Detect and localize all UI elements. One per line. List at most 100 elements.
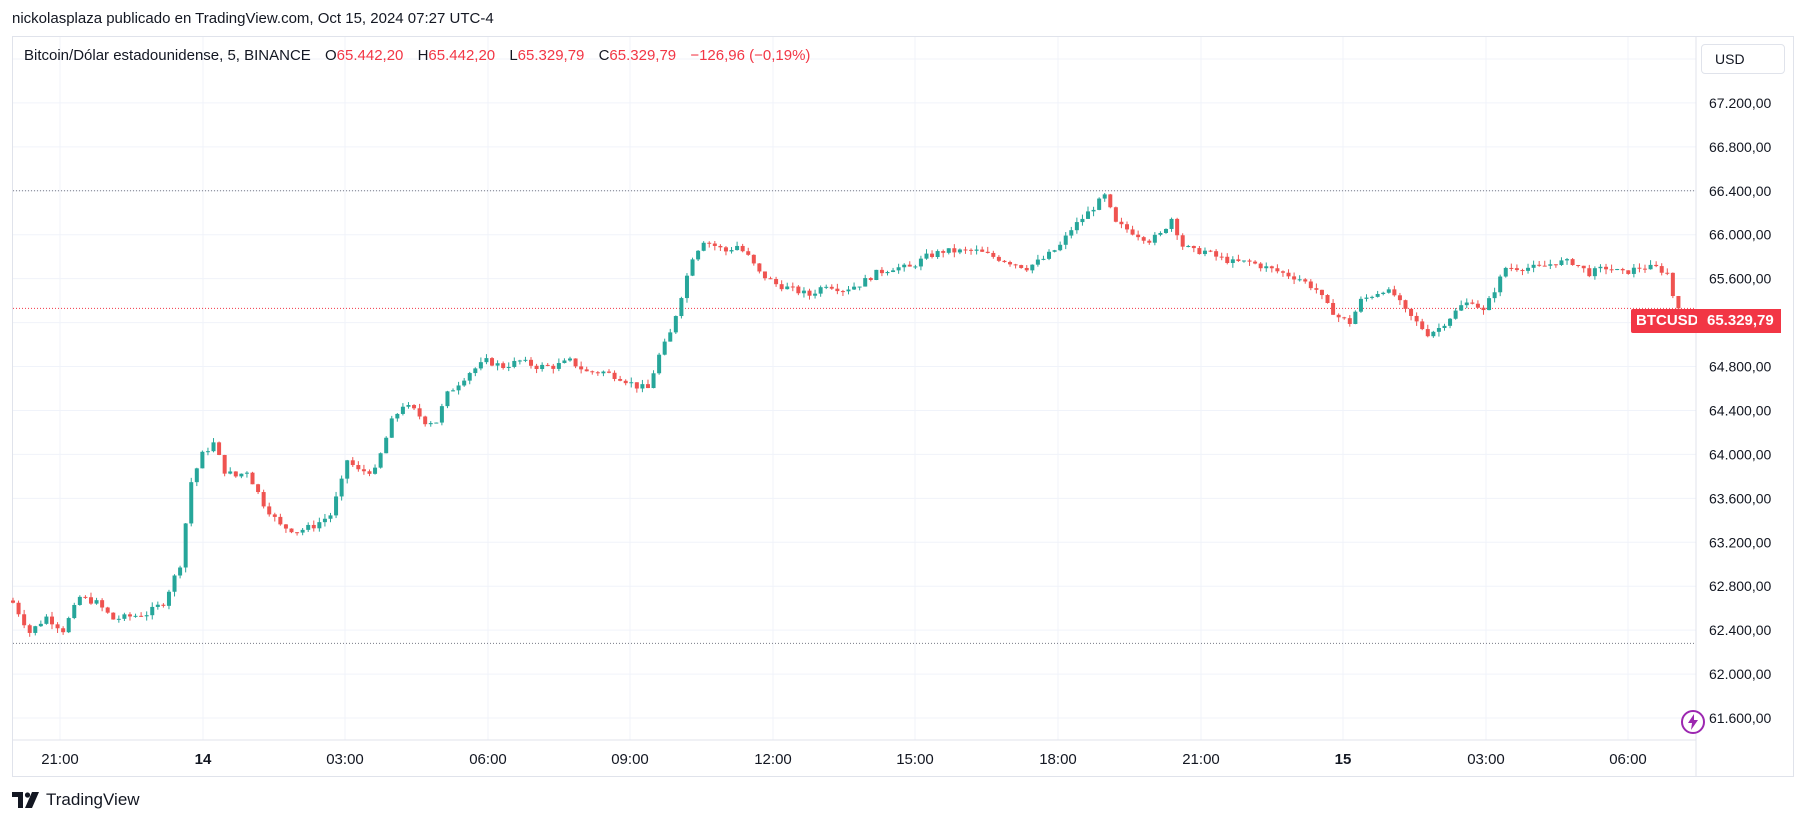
- candle-body: [1086, 211, 1091, 219]
- candle-body: [267, 506, 272, 515]
- candle-body: [116, 618, 121, 620]
- tradingview-logo-icon[interactable]: [12, 792, 40, 808]
- candle-body: [83, 596, 88, 598]
- candle-body: [857, 286, 862, 288]
- candle-body: [239, 473, 244, 477]
- y-tick-label: 67.200,00: [1709, 95, 1771, 111]
- candle-body: [367, 471, 372, 474]
- currency-button[interactable]: USD: [1701, 44, 1785, 74]
- candle-body: [1241, 260, 1246, 262]
- candle-body: [139, 615, 144, 617]
- candle-body: [467, 373, 472, 381]
- candle-body: [439, 406, 444, 423]
- candle-body: [462, 380, 467, 386]
- candle-body: [690, 259, 695, 276]
- candle-body: [1459, 305, 1464, 311]
- candle-body: [1058, 244, 1063, 251]
- candle-body: [1475, 303, 1480, 308]
- candle-body: [1576, 265, 1581, 267]
- candle-body: [300, 529, 305, 533]
- candle-body: [1626, 270, 1631, 274]
- candle-body: [1464, 302, 1469, 306]
- candle-body: [356, 465, 361, 470]
- candle-body: [545, 364, 550, 366]
- candle-body: [762, 271, 767, 279]
- legend-high-key: H: [417, 47, 429, 64]
- candle-body: [38, 623, 43, 627]
- candle-body: [991, 252, 996, 257]
- candle-body: [1481, 307, 1486, 311]
- candle-body: [484, 358, 489, 363]
- candle-body: [1258, 263, 1263, 269]
- candle-body: [1509, 267, 1514, 269]
- candle-body: [361, 469, 366, 472]
- candle-body: [1314, 288, 1319, 290]
- x-tick-label: 15:00: [896, 751, 934, 768]
- candle-body: [105, 607, 110, 613]
- candle-body: [322, 518, 327, 523]
- footer-brand[interactable]: TradingView: [46, 790, 140, 809]
- candle-body: [996, 256, 1001, 261]
- candle-body: [55, 624, 60, 629]
- candle-body: [1581, 265, 1586, 269]
- candle-body: [924, 253, 929, 259]
- candle-body: [317, 522, 322, 529]
- candle-body: [1548, 264, 1553, 266]
- candle-body: [1370, 296, 1375, 298]
- candle-body: [757, 263, 762, 272]
- bolt-icon[interactable]: [1680, 709, 1706, 735]
- candle-body: [952, 248, 957, 253]
- candle-body: [1002, 260, 1007, 263]
- candle-body: [1264, 266, 1269, 269]
- candle-body: [1225, 256, 1230, 263]
- candle-body: [1643, 268, 1648, 270]
- candle-body: [1336, 314, 1341, 318]
- candle-body: [584, 369, 589, 372]
- candle-body: [395, 413, 400, 419]
- candle-body: [328, 515, 333, 519]
- candle-body: [918, 258, 923, 267]
- candle-body: [389, 418, 394, 438]
- candle-body: [540, 364, 545, 370]
- candle-body: [111, 612, 116, 620]
- candle-body: [22, 614, 27, 626]
- candle-body: [606, 371, 611, 373]
- candle-body: [183, 523, 188, 568]
- candle-body: [1631, 267, 1636, 274]
- candle-body: [907, 264, 912, 267]
- legend-symbol[interactable]: Bitcoin/Dólar estadounidense, 5, BINANCE: [24, 47, 311, 64]
- candle-body: [534, 365, 539, 370]
- y-tick-label: 66.800,00: [1709, 139, 1771, 155]
- candle-body: [529, 359, 534, 366]
- candle-body: [1654, 264, 1659, 267]
- candle-body: [1392, 289, 1397, 296]
- candle-body: [289, 528, 294, 533]
- candle-body: [222, 454, 227, 474]
- candle-body: [1152, 234, 1157, 243]
- candle-body: [1236, 259, 1241, 262]
- candle-body: [1286, 272, 1291, 277]
- candle-body: [1108, 194, 1113, 208]
- x-tick-label: 06:00: [469, 751, 507, 768]
- candle-body: [1526, 267, 1531, 271]
- candle-body: [473, 368, 478, 374]
- candle-body: [840, 291, 845, 293]
- candle-body: [1047, 251, 1052, 259]
- candle-body: [88, 597, 93, 604]
- candle-body: [100, 600, 105, 608]
- y-tick-label: 64.800,00: [1709, 359, 1771, 375]
- candle-body: [1035, 259, 1040, 265]
- candle-body: [1570, 259, 1575, 266]
- candle-body: [1420, 321, 1425, 330]
- candle-body: [913, 266, 918, 268]
- candle-body: [1013, 264, 1018, 266]
- y-tick-label: 64.000,00: [1709, 446, 1771, 462]
- candle-body: [1364, 297, 1369, 299]
- candle-body: [963, 249, 968, 251]
- y-tick-label: 65.600,00: [1709, 271, 1771, 287]
- candle-body: [796, 286, 801, 294]
- candle-body: [166, 591, 171, 606]
- candle-body: [645, 384, 650, 389]
- last-price-value-badge: 65.329,79: [1697, 309, 1781, 333]
